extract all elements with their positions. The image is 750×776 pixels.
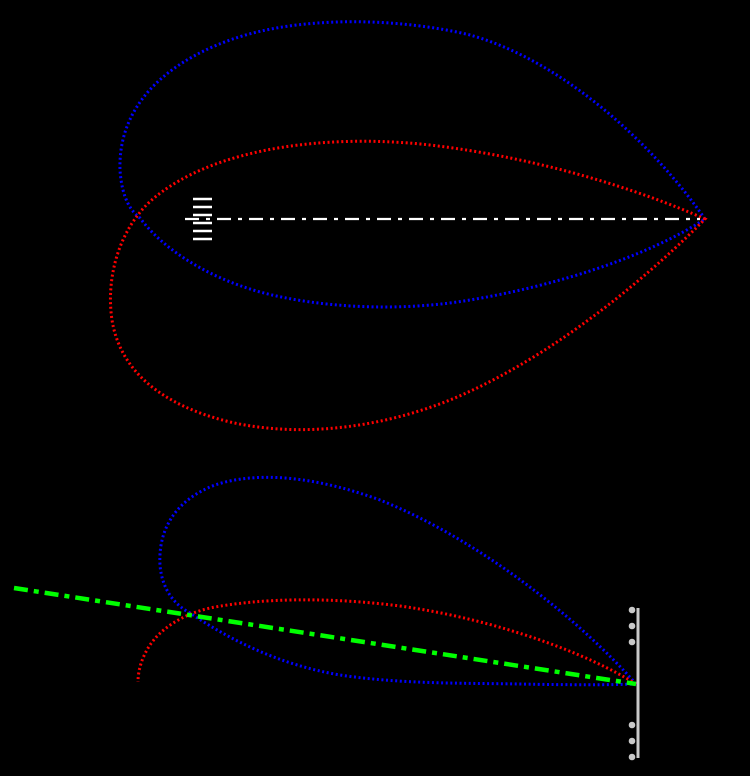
bottom-diagram bbox=[13, 475, 640, 761]
bottom-pattern-blue bbox=[158, 475, 638, 687]
bottom-beam-direction-line bbox=[13, 585, 637, 687]
bottom-antenna-mast-icon bbox=[628, 606, 640, 761]
top-pattern-blue bbox=[118, 20, 708, 309]
figure-description: Antenna radiation pattern diagrams: hori… bbox=[0, 0, 1, 1]
top-antenna-array-icon bbox=[193, 197, 212, 241]
top-diagram bbox=[108, 20, 708, 432]
top-pattern-red bbox=[108, 139, 708, 432]
bottom-pattern-red bbox=[136, 598, 637, 686]
